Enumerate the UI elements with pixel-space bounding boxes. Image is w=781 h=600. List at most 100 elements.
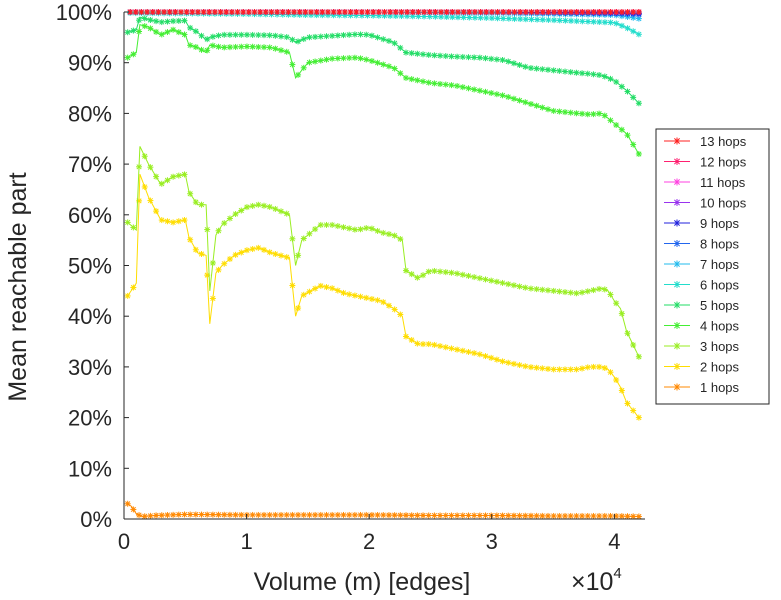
data-point-marker bbox=[471, 54, 478, 61]
legend-item: 7 hops bbox=[664, 257, 740, 272]
data-point-marker bbox=[567, 366, 574, 373]
data-point-marker bbox=[551, 9, 558, 15]
data-point-marker bbox=[351, 54, 358, 61]
data-point-marker bbox=[387, 9, 394, 15]
data-point-marker bbox=[550, 107, 557, 114]
data-point-marker bbox=[181, 31, 188, 38]
data-point-marker bbox=[579, 18, 586, 25]
data-point-marker bbox=[295, 305, 302, 312]
data-point-marker bbox=[136, 197, 143, 204]
data-point-marker bbox=[251, 9, 258, 15]
data-point-marker bbox=[408, 50, 415, 57]
data-point-marker bbox=[295, 71, 302, 78]
data-point-marker bbox=[483, 14, 490, 21]
data-point-marker bbox=[346, 511, 353, 518]
data-point-marker bbox=[402, 49, 409, 56]
data-point-marker bbox=[289, 36, 296, 43]
data-point-marker bbox=[432, 9, 439, 15]
data-point-marker bbox=[353, 9, 360, 15]
data-point-marker bbox=[346, 225, 353, 232]
data-point-marker bbox=[346, 54, 353, 61]
data-point-marker bbox=[505, 281, 512, 288]
data-point-marker bbox=[527, 101, 534, 108]
data-point-marker bbox=[556, 288, 563, 295]
data-point-marker bbox=[573, 366, 580, 373]
data-point-marker bbox=[584, 512, 591, 519]
data-point-marker bbox=[300, 511, 307, 518]
data-point-marker bbox=[209, 259, 216, 266]
data-point-marker bbox=[505, 93, 512, 100]
data-point-marker bbox=[278, 511, 285, 518]
data-point-marker bbox=[232, 511, 239, 518]
data-point-marker bbox=[398, 9, 405, 15]
data-point-marker bbox=[584, 70, 591, 77]
data-point-marker bbox=[466, 9, 473, 15]
data-point-marker bbox=[425, 268, 432, 275]
data-point-marker bbox=[573, 110, 580, 117]
data-point-marker bbox=[260, 511, 267, 518]
legend-label: 9 hops bbox=[700, 216, 740, 231]
data-point-marker bbox=[488, 90, 495, 97]
data-point-marker bbox=[630, 9, 637, 15]
data-point-marker bbox=[397, 311, 404, 318]
data-point-marker bbox=[499, 92, 506, 99]
data-point-marker bbox=[607, 75, 614, 82]
data-point-marker bbox=[260, 202, 267, 209]
x-axis-title: Volume (m) [edges] bbox=[254, 568, 471, 596]
data-point-marker bbox=[539, 365, 546, 372]
data-point-marker bbox=[164, 18, 171, 25]
data-point-marker bbox=[562, 9, 569, 15]
data-point-marker bbox=[147, 164, 154, 171]
data-point-marker bbox=[192, 511, 199, 518]
data-point-marker bbox=[459, 271, 466, 278]
data-point-marker bbox=[448, 512, 455, 519]
data-point-marker bbox=[124, 54, 131, 61]
data-point-marker bbox=[313, 9, 320, 15]
data-point-marker bbox=[673, 281, 681, 288]
data-point-marker bbox=[306, 59, 313, 66]
data-point-marker bbox=[590, 287, 597, 294]
data-point-marker bbox=[170, 18, 177, 25]
data-point-marker bbox=[551, 17, 558, 24]
data-point-marker bbox=[522, 99, 529, 106]
data-point-marker bbox=[340, 289, 347, 296]
data-point-marker bbox=[544, 106, 551, 113]
data-point-marker bbox=[624, 400, 631, 407]
data-point-marker bbox=[243, 43, 250, 50]
data-point-marker bbox=[471, 9, 478, 15]
data-point-marker bbox=[153, 28, 160, 35]
data-point-marker bbox=[544, 66, 551, 73]
data-point-marker bbox=[283, 210, 290, 217]
data-point-marker bbox=[562, 366, 569, 373]
data-point-marker bbox=[158, 217, 165, 224]
data-point-marker bbox=[500, 9, 507, 15]
legend-label: 3 hops bbox=[700, 339, 740, 354]
data-point-marker bbox=[255, 43, 262, 50]
data-point-marker bbox=[124, 500, 131, 507]
legend-item: 9 hops bbox=[664, 216, 740, 231]
data-point-marker bbox=[351, 292, 358, 299]
data-point-marker bbox=[243, 247, 250, 254]
data-point-marker bbox=[544, 512, 551, 519]
data-point-marker bbox=[533, 286, 540, 293]
data-point-marker bbox=[567, 109, 574, 116]
data-point-marker bbox=[147, 512, 154, 519]
data-point-marker bbox=[340, 224, 347, 231]
plot-area bbox=[124, 12, 645, 519]
data-point-marker bbox=[494, 15, 501, 22]
data-point-marker bbox=[158, 19, 165, 26]
data-point-marker bbox=[630, 407, 637, 414]
data-point-marker bbox=[363, 56, 370, 63]
data-point-marker bbox=[357, 226, 364, 233]
x-tick-label: 3 bbox=[486, 529, 498, 554]
data-point-marker bbox=[584, 111, 591, 118]
data-point-marker bbox=[249, 43, 256, 50]
data-point-marker bbox=[437, 268, 444, 275]
data-point-marker bbox=[635, 9, 642, 15]
data-point-marker bbox=[192, 43, 199, 50]
data-point-marker bbox=[488, 512, 495, 519]
data-point-marker bbox=[527, 512, 534, 519]
data-point-marker bbox=[183, 9, 190, 15]
plot-lines bbox=[124, 9, 642, 520]
data-point-marker bbox=[278, 208, 285, 215]
